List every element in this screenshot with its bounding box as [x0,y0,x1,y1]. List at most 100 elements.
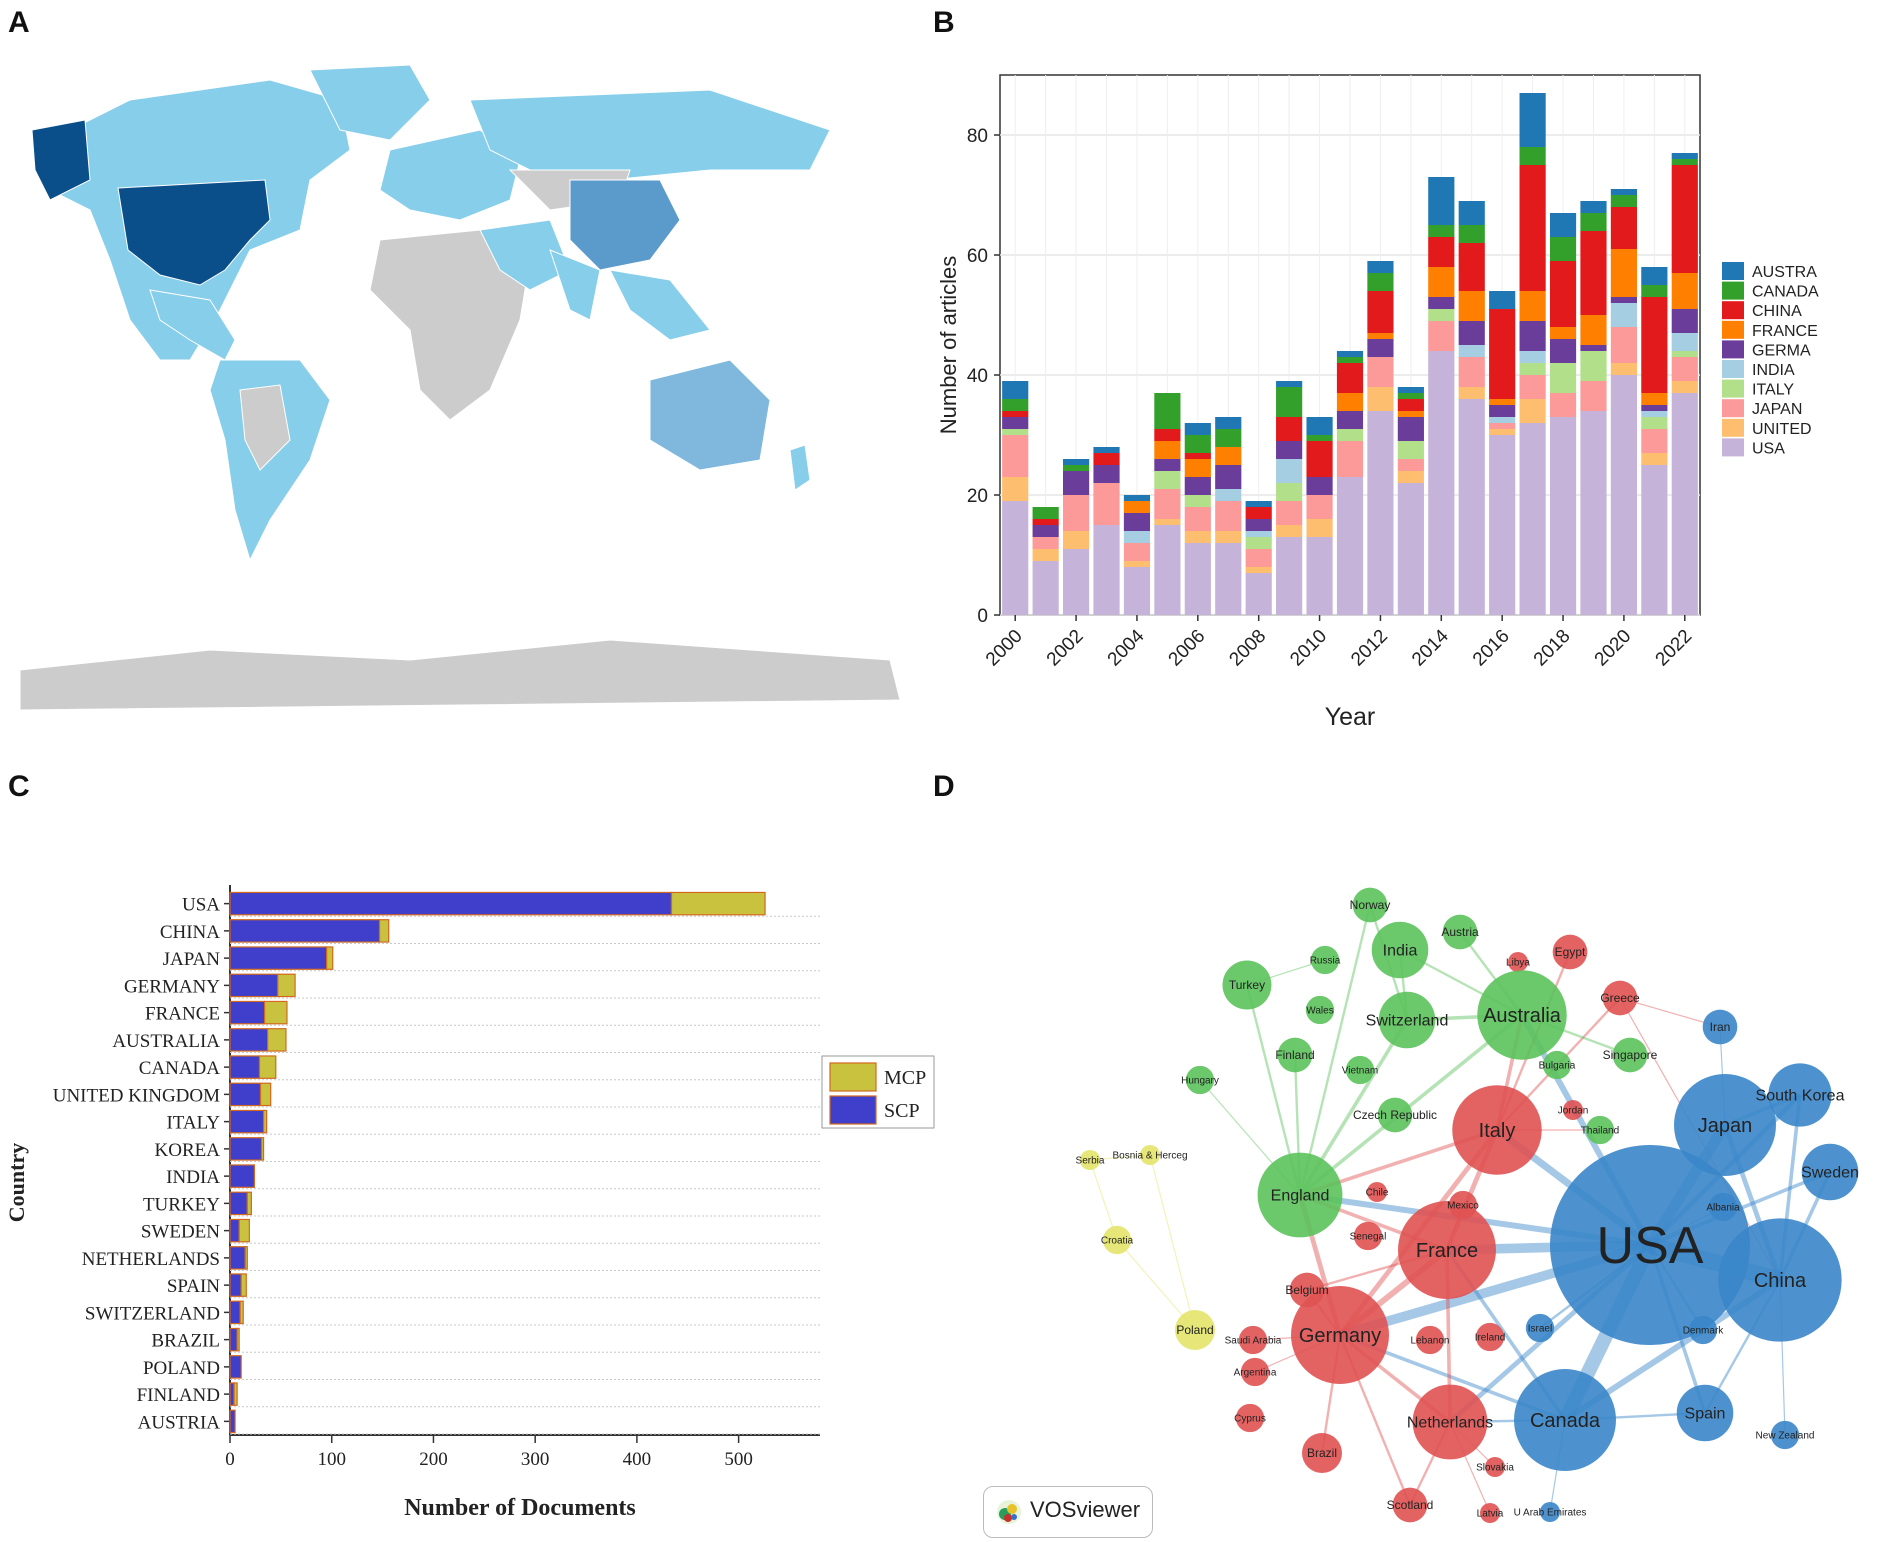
y-axis-title: Number of articles [936,256,961,435]
network-node [1448,1190,1478,1220]
bar-segment [1641,297,1668,393]
southeast-asia-region [609,269,711,341]
bar-segment [1519,399,1546,423]
collaboration-network: USA China Japan Canada South Korea Sweden Spai… [1076,887,1859,1523]
bar-segment [1367,333,1394,339]
network-node [1477,970,1567,1060]
china-region [569,179,681,271]
bar-segment [1549,237,1577,261]
bar-segment [1641,285,1668,297]
documents-by-country-chart: USA CHINA JAPAN GERMANY FRANCE AUSTRALIA CANAD… [4,885,935,1521]
network-node [1291,1286,1389,1384]
bar-segment [229,1082,262,1107]
bar-segment [1093,447,1120,453]
bar-segment [1458,357,1485,387]
bar-segment [1063,471,1090,495]
bar-segment [1610,327,1637,363]
bar-segment [1032,519,1059,525]
bar-segment [1549,213,1577,237]
legend-swatch [829,1062,877,1092]
legend-swatch [1722,262,1744,280]
legend-label: CHINA [1752,303,1802,320]
network-node [1508,952,1528,972]
alaska-region [31,119,91,201]
usa-region [117,179,271,286]
bar-segment [1276,441,1303,459]
antarctica-region [19,639,901,711]
network-node-label: Slovakia [1476,1463,1514,1474]
bar-segment [229,1273,242,1297]
bar-segment [670,891,766,916]
bar-segment [1002,501,1029,615]
bar-segment [378,919,390,943]
bar-segment [1610,303,1637,327]
network-node-label: Latvia [1477,1509,1504,1520]
network-node [1222,960,1272,1010]
y-tick-label: CHINA [160,922,220,943]
bar-segment [229,1109,265,1134]
network-node [1708,1192,1738,1222]
y-tick-label: FINLAND [137,1385,220,1406]
network-node [1674,1074,1776,1176]
bar-segment [1671,153,1698,159]
network-node-label: Egypt [1555,945,1586,959]
bar-segment [1245,519,1272,531]
bar-segment [1641,405,1668,411]
bar-segment [1641,453,1668,465]
bar-segment [1489,405,1516,417]
network-node-label: India [1383,943,1418,960]
legend-swatch [1722,360,1744,378]
bar-segment [1002,417,1029,429]
network-node [1392,1487,1428,1523]
x-tick-label: 300 [521,1449,550,1470]
y-tick-label: BRAZIL [151,1331,220,1352]
bar-segment [1458,201,1485,225]
bar-segment [1549,393,1577,417]
legend-label: UNITED [1752,421,1812,438]
bar-segment [1184,507,1211,531]
bar-segment [1671,381,1698,393]
india-region [549,249,601,321]
network-node [1768,1063,1832,1127]
bar-segment [1549,417,1577,615]
bar-segment [1428,321,1455,351]
x-tick-label: 2008 [1225,626,1270,671]
network-node [1185,1065,1215,1095]
bar-segment [1336,363,1364,393]
bar-segment [1123,561,1151,567]
bar-segment [1184,495,1211,507]
bar-segment [1245,531,1272,537]
bar-segment [1184,459,1211,477]
network-node [1310,945,1340,975]
bar-segment [229,1000,266,1025]
bar-segment [1489,423,1516,429]
bar-segment [260,1137,265,1161]
network-node [1412,1384,1488,1460]
bar-segment [1489,435,1516,615]
legend-label: MCP [884,1067,926,1089]
x-tick-label: 500 [724,1449,753,1470]
bar-segment [229,1327,238,1352]
bar-segment [1245,501,1272,507]
bar-segment [1489,291,1516,309]
network-node [1353,1221,1383,1251]
bar-segment [1580,213,1607,231]
network-node-label: Bulgaria [1539,1061,1576,1072]
bar-segment [1245,549,1272,567]
bar-segment [1671,333,1698,351]
bar-segment [1093,525,1120,615]
bar-segment [1519,321,1546,351]
bar-segment [1276,501,1303,525]
bar-segment [1215,465,1242,489]
bar-segment [1428,351,1455,615]
bar-segment [1519,375,1546,399]
bar-segment [1428,237,1455,267]
bar-segment [1336,393,1364,411]
y-tick-label: SWEDEN [141,1222,220,1243]
bar-segment [1306,435,1333,441]
panel-letter-b: B [933,6,955,39]
x-tick-label: 100 [317,1449,346,1470]
bar-segment [1428,177,1455,225]
x-tick-label: 2000 [982,626,1027,671]
network-node [1378,991,1436,1049]
